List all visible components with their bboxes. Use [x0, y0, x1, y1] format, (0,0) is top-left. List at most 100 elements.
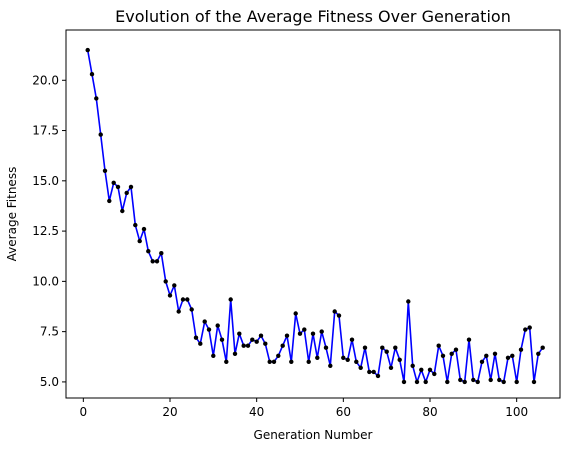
data-point [480, 360, 484, 364]
y-tick-label: 12.5 [32, 224, 59, 238]
data-point [198, 342, 202, 346]
data-point [541, 346, 545, 350]
data-point [350, 338, 354, 342]
data-point [458, 378, 462, 382]
data-series [86, 48, 545, 384]
data-point [103, 169, 107, 173]
data-point [116, 185, 120, 189]
data-point [337, 313, 341, 317]
data-point [393, 346, 397, 350]
chart-title: Evolution of the Average Fitness Over Ge… [115, 7, 511, 26]
data-point [224, 360, 228, 364]
x-tick-label: 40 [249, 405, 264, 419]
data-point [229, 297, 233, 301]
data-point [328, 364, 332, 368]
plot-area [66, 30, 560, 398]
data-point [385, 350, 389, 354]
data-point [315, 356, 319, 360]
y-axis: 5.0 7.5 10.0 12.5 15.0 17.5 20.0 [32, 73, 66, 389]
data-point [233, 352, 237, 356]
x-tick-label: 80 [422, 405, 437, 419]
y-tick-label: 7.5 [40, 325, 59, 339]
y-tick-label: 20.0 [32, 73, 59, 87]
data-point [99, 132, 103, 136]
data-point [411, 364, 415, 368]
data-point [185, 297, 189, 301]
data-point [112, 181, 116, 185]
data-point [302, 327, 306, 331]
data-point [463, 380, 467, 384]
data-point [320, 329, 324, 333]
data-point [354, 360, 358, 364]
data-point [289, 360, 293, 364]
data-point [255, 340, 259, 344]
data-point [172, 283, 176, 287]
x-tick-label: 0 [80, 405, 88, 419]
y-tick-label: 10.0 [32, 274, 59, 288]
y-tick-label: 17.5 [32, 124, 59, 138]
data-point [190, 307, 194, 311]
data-point [341, 356, 345, 360]
data-point [515, 380, 519, 384]
data-point [432, 372, 436, 376]
data-point [129, 185, 133, 189]
y-tick-label: 5.0 [40, 375, 59, 389]
data-point [125, 191, 129, 195]
data-point [211, 354, 215, 358]
data-point [194, 336, 198, 340]
y-tick-label: 15.0 [32, 174, 59, 188]
data-point [138, 239, 142, 243]
data-point [120, 209, 124, 213]
data-point [168, 293, 172, 297]
data-point [86, 48, 90, 52]
data-point [389, 366, 393, 370]
data-point [380, 346, 384, 350]
data-point [506, 356, 510, 360]
data-point [437, 344, 441, 348]
data-point [246, 344, 250, 348]
x-tick-label: 100 [505, 405, 528, 419]
data-point [268, 360, 272, 364]
data-point [220, 338, 224, 342]
data-point [467, 338, 471, 342]
data-point [450, 352, 454, 356]
data-point [242, 344, 246, 348]
data-point [281, 344, 285, 348]
data-point [441, 354, 445, 358]
data-point [424, 380, 428, 384]
x-axis: 0 20 40 60 80 100 [80, 398, 529, 419]
data-point [484, 354, 488, 358]
y-axis-label: Average Fitness [5, 167, 19, 262]
data-point [523, 327, 527, 331]
data-point [107, 199, 111, 203]
data-point [155, 259, 159, 263]
data-point [276, 354, 280, 358]
data-point [476, 380, 480, 384]
data-point [471, 378, 475, 382]
data-point [333, 309, 337, 313]
data-point [415, 380, 419, 384]
data-point [151, 259, 155, 263]
data-point [142, 227, 146, 231]
data-point [454, 348, 458, 352]
data-point [307, 360, 311, 364]
data-point [528, 325, 532, 329]
data-point [311, 332, 315, 336]
data-point [263, 342, 267, 346]
data-point [181, 297, 185, 301]
data-point [146, 249, 150, 253]
data-point [359, 366, 363, 370]
data-point [159, 251, 163, 255]
x-tick-label: 20 [162, 405, 177, 419]
data-point [398, 358, 402, 362]
data-point [133, 223, 137, 227]
data-point [237, 332, 241, 336]
data-point [367, 370, 371, 374]
data-point [493, 352, 497, 356]
data-point [363, 346, 367, 350]
data-point [372, 370, 376, 374]
data-point [207, 327, 211, 331]
data-point [94, 96, 98, 100]
data-point [502, 380, 506, 384]
